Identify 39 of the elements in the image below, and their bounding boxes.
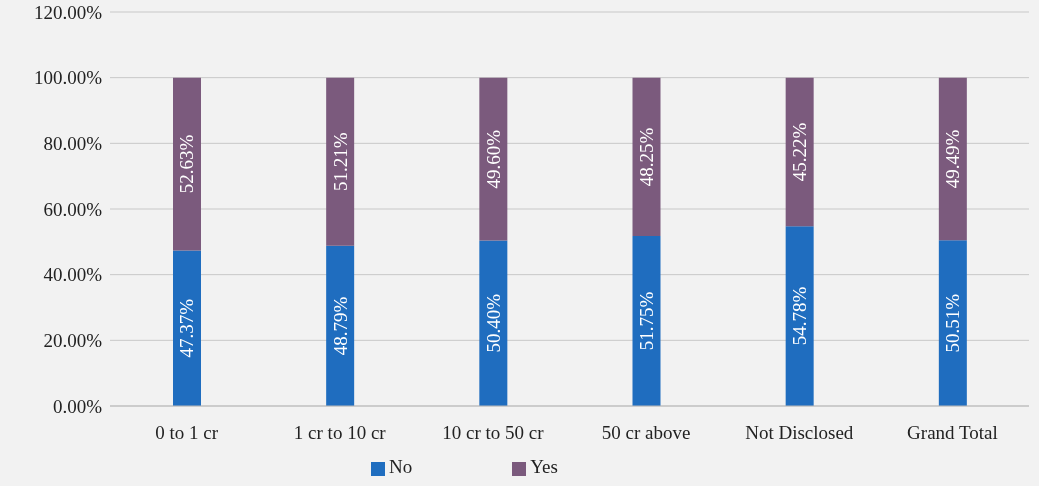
data-label: 49.60% xyxy=(482,129,504,189)
legend-label: Yes xyxy=(530,456,558,477)
data-label: 48.25% xyxy=(636,127,657,187)
y-tick-label: 0.00% xyxy=(52,395,103,417)
bar xyxy=(938,240,967,406)
data-label: 54.78% xyxy=(789,286,811,346)
bar xyxy=(785,77,814,227)
x-tick-label: Not Disclosed xyxy=(745,422,854,444)
data-label: 51.21% xyxy=(329,132,351,192)
bar xyxy=(938,77,967,241)
bar xyxy=(479,240,508,406)
x-tick-label: 1 cr to 10 cr xyxy=(293,422,387,444)
data-label: 48.79% xyxy=(329,296,351,356)
data-label: 49.49% xyxy=(942,129,964,189)
data-label: 50.40% xyxy=(482,293,504,353)
data-label: 47.37% xyxy=(176,298,198,358)
bar xyxy=(173,77,201,251)
y-tick-label: 120.00% xyxy=(33,1,103,23)
y-tick-label: 20.00% xyxy=(43,330,103,352)
y-tick-label: 60.00% xyxy=(43,198,103,220)
legend-label: No xyxy=(389,456,413,477)
x-tick-label: Grand Total xyxy=(907,422,998,444)
bar xyxy=(479,77,508,241)
x-tick-label: 10 cr to 50 cr xyxy=(442,422,545,444)
y-tick-label: 80.00% xyxy=(43,133,103,155)
data-label: 52.63% xyxy=(176,134,198,194)
bar xyxy=(785,226,814,406)
bar xyxy=(173,250,201,406)
data-label: 51.75% xyxy=(636,291,657,351)
data-label: 45.22% xyxy=(789,122,811,182)
x-tick-label: 50 cr above xyxy=(601,422,691,444)
bar xyxy=(632,77,661,237)
bar xyxy=(632,236,661,406)
bar xyxy=(326,245,355,406)
x-tick-label: 0 to 1 cr xyxy=(155,422,219,444)
bar xyxy=(326,77,355,246)
y-tick-label: 40.00% xyxy=(43,264,103,286)
data-label: 50.51% xyxy=(942,293,964,353)
y-tick-label: 100.00% xyxy=(33,67,103,89)
